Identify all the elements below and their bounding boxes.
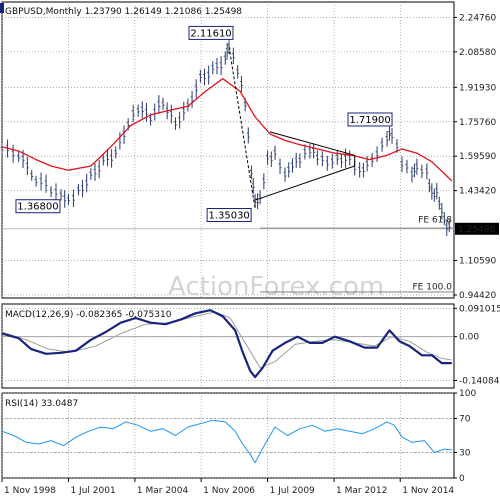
trendline-projection (228, 46, 256, 209)
rsi-y-tick-label: 70 (459, 415, 471, 425)
x-tick-label: 1 Nov 1998 (4, 486, 56, 496)
price-y-tick-label: 1.75760 (459, 118, 496, 128)
macd-y-tick-label: -0.140843 (459, 376, 500, 386)
x-tick-label: 1 Jul 2001 (70, 486, 115, 496)
annotation-box (188, 25, 234, 40)
rsi-y-tick-label: 30 (459, 449, 471, 459)
x-tick-label: 1 Mar 2012 (336, 486, 387, 496)
annotation-box (347, 112, 393, 127)
price-panel-frame (1, 1, 455, 299)
x-tick-label: 1 Nov 2014 (402, 486, 454, 496)
annotation-box (206, 207, 252, 222)
annotation-label: 1.36800 (17, 202, 58, 213)
macd-line (1, 309, 452, 379)
price-legend-icon (0, 3, 4, 13)
fe-level-label: FE 61.8 (418, 216, 452, 226)
annotation-label: 1.35030 (208, 210, 249, 221)
rsi-line (1, 419, 452, 464)
trendline-triangle-lower (254, 165, 355, 201)
macd-panel-title: MACD(12,26,9) -0.082365 -0.075310 (5, 310, 172, 320)
price-y-tick-label: 2.24760 (459, 13, 496, 23)
price-y-tick-label: 0.94420 (459, 291, 496, 301)
annotation-label: 1.71900 (349, 115, 390, 126)
price-y-tick-label: 1.59590 (459, 152, 496, 162)
rsi-y-tick-label: 0 (459, 474, 465, 484)
rsi-y-tick-label: 100 (459, 389, 476, 399)
price-y-tick-label: 1.10590 (459, 257, 496, 267)
price-y-tick-label: 1.43420 (459, 187, 496, 197)
watermark: ActionForex.com (168, 272, 384, 302)
x-tick-label: 1 Nov 2006 (203, 486, 255, 496)
fe-level-label: FE 100.0 (413, 283, 453, 293)
trendline-triangle-upper (269, 131, 355, 156)
current-price-tag (455, 222, 499, 235)
annotation-label: 2.11610 (190, 28, 231, 39)
moving-average-line (1, 78, 453, 182)
macd-y-tick-label: 0.091015 (459, 304, 500, 314)
price-y-tick-label: 1.91930 (459, 83, 496, 93)
price-y-tick-label: 2.08580 (459, 48, 496, 58)
annotation-box (15, 199, 61, 214)
macd-y-tick-label: 0.00 (459, 333, 479, 343)
x-tick-label: 1 Mar 2004 (137, 486, 189, 496)
current-price-value: 1.25498 (458, 225, 495, 235)
x-tick-label: 1 Jul 2009 (270, 486, 315, 496)
price-panel-title: GBPUSD,Monthly 1.23790 1.26149 1.21086 1… (5, 7, 242, 17)
rsi-panel-title: RSI(14) 33.0487 (5, 399, 78, 409)
